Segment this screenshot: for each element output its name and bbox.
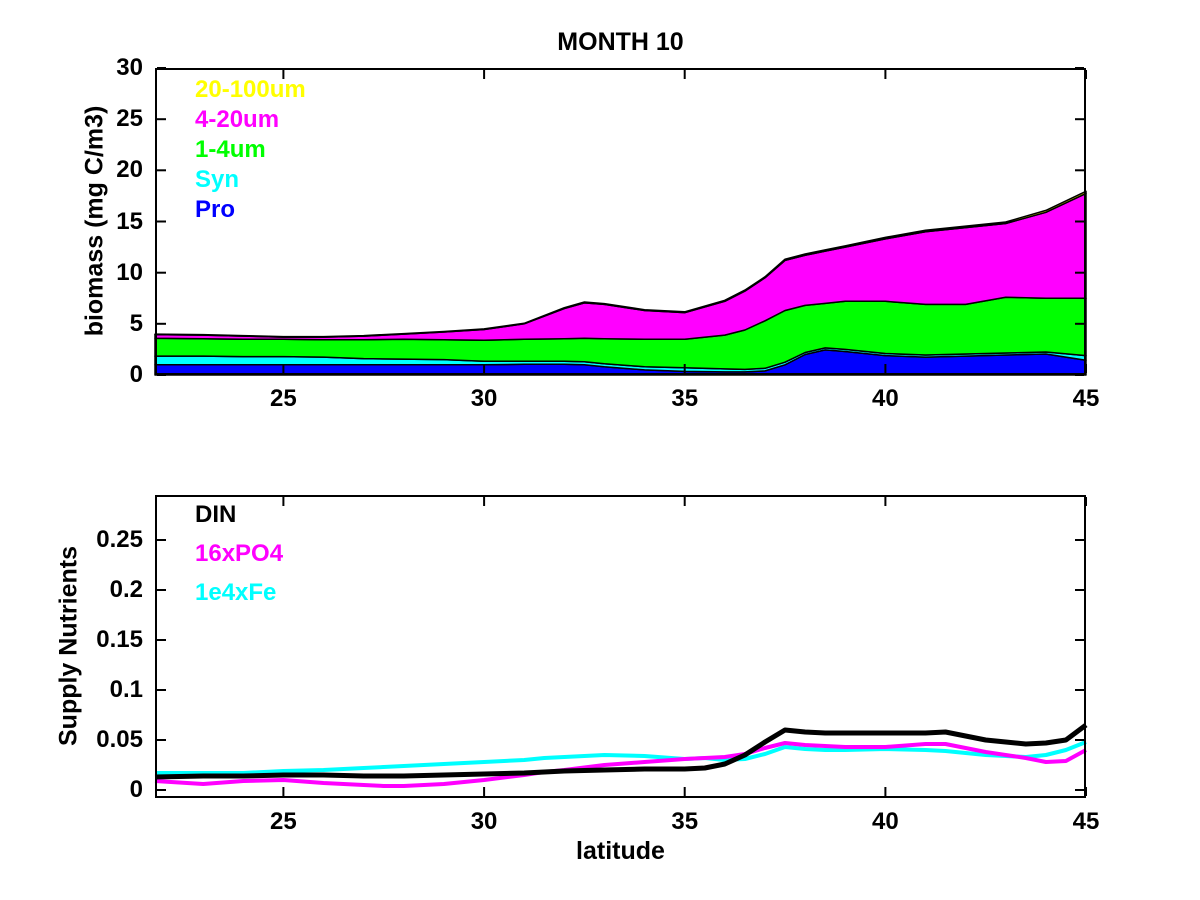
supply-nutrients-legend: DIN 16xPO4 1e4xFe (195, 500, 283, 617)
y-tick-label: 25 (116, 105, 143, 133)
supply-nutrients-line-plot (154, 495, 1088, 798)
y-tick-label: 10 (116, 258, 143, 286)
latitude-xlabel: latitude (576, 837, 665, 865)
x-tick-label: 35 (671, 385, 699, 412)
y-tick-label: 0.15 (96, 626, 143, 653)
axes-box (155, 68, 1086, 375)
biomass-stacked-area-plot (154, 67, 1087, 376)
x-tick-label: 45 (1072, 385, 1100, 412)
plot-title: MONTH 10 (557, 28, 684, 56)
x-tick-label: 30 (470, 385, 498, 412)
legend-item-4-20um: 4-20um (195, 106, 280, 133)
legend-item-1e4xfe: 1e4xFe (195, 579, 277, 606)
legend-item-16xpo4: 16xPO4 (195, 540, 284, 567)
x-tick-label: 25 (270, 385, 297, 412)
legend-item-syn: Syn (195, 166, 240, 193)
x-tick-label: 40 (871, 808, 899, 835)
y-tick-label: 20 (116, 156, 143, 184)
line-series-DIN (154, 722, 1088, 780)
x-tick-label: 40 (871, 385, 899, 412)
y-tick-label: 0.05 (96, 726, 143, 753)
y-tick-label: 0 (129, 361, 143, 388)
y-tick-label: 0.1 (109, 676, 143, 703)
x-tick-label: 35 (671, 808, 699, 835)
y-tick-label: 30 (116, 54, 143, 81)
x-tick-label: 45 (1072, 808, 1100, 835)
legend-item-pro: Pro (195, 196, 236, 223)
y-tick-label: 0.25 (96, 526, 143, 553)
y-tick-label: 15 (116, 207, 143, 235)
line-series-16xPO4 (154, 741, 1087, 788)
legend-item-20-100um: 20-100um (195, 76, 306, 103)
y-tick-label: 0.2 (109, 576, 143, 603)
x-tick-label: 30 (470, 808, 498, 835)
y-tick-label: 0 (129, 776, 143, 803)
x-tick-label: 25 (270, 808, 297, 835)
legend-item-din: DIN (195, 501, 237, 528)
legend-item-1-4um: 1-4um (195, 136, 266, 163)
biomass-legend: 20-100um 4-20um 1-4um Syn Pro (195, 75, 306, 225)
y-tick-label: 5 (129, 309, 143, 337)
axes-box (155, 495, 1086, 798)
